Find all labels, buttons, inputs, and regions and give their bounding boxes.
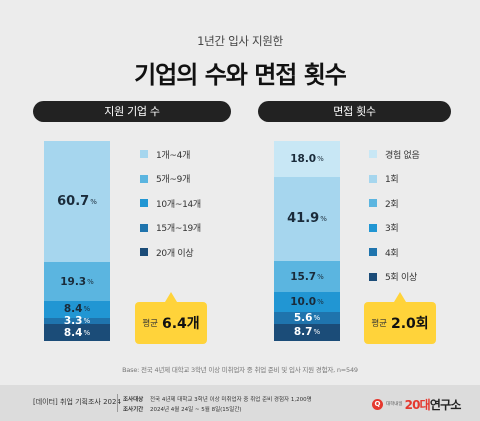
callout-arrow-icon: [394, 292, 406, 302]
legend-item: 10개~14개: [140, 197, 201, 210]
legend-label: 1회: [385, 175, 399, 185]
survey-info: 조사대상 전국 4년제 대학교 3학년 이상 미취업자 중 취업 준비 경험자 …: [123, 394, 312, 414]
legend-swatch: [369, 248, 377, 256]
legend-label: 1개~4개: [156, 150, 191, 161]
legend-item: 15개~19개: [140, 222, 201, 234]
average-value: 6.4개: [161, 316, 200, 332]
unit-label: %: [83, 316, 91, 325]
bar-segment: 5.6%: [274, 311, 340, 324]
legend-item: 경험 없음: [369, 148, 420, 161]
legend-label: 3회: [385, 224, 399, 234]
bar-segment: 10.0%: [274, 292, 340, 313]
page-subtitle: 1년간 입사 지원한: [197, 34, 283, 48]
base-note: Base: 전국 4년제 대학교 3학년 이상 미취업자 중 취업 준비 및 입…: [122, 366, 358, 374]
legend-label: 5개~9개: [156, 175, 191, 185]
survey-target-value: 전국 4년제 대학교 3학년 이상 미취업자 중 취업 준비 경험자 1,200…: [150, 397, 312, 403]
bar-segment: 8.4%: [44, 300, 110, 318]
legend-item: 1회: [369, 173, 419, 185]
data-label: 3.3: [63, 314, 83, 327]
legend-swatch: [369, 199, 377, 207]
unit-label: %: [317, 155, 324, 164]
legend-label: 경험 없음: [385, 150, 420, 161]
legend-swatch: [140, 199, 148, 207]
legend-swatch: [140, 150, 148, 158]
data-label: 18.0: [290, 153, 317, 166]
legend-applied-companies: 1개~4개 5개~9개 10개~14개 15개~19개 20개 이상: [140, 148, 201, 271]
callout-arrow-icon: [165, 292, 177, 302]
page-title: 기업의 수와 면접 횟수: [134, 61, 347, 89]
stacked-bar-applied-companies: 60.7% 19.3% 8.4% 3.3% 8.4%: [44, 141, 110, 341]
legend-item: 4회: [369, 246, 419, 259]
bar-segment: 19.3%: [44, 262, 110, 301]
legend-swatch: [369, 150, 377, 158]
bar-segment: 18.0%: [274, 141, 340, 178]
brand-icon: Q: [372, 399, 383, 410]
bar-segment: 60.7%: [44, 141, 110, 263]
average-callout-interviews: 평균 2.0회: [364, 292, 436, 344]
legend-interviews: 경험 없음 1회 2회 3회 4회 5회 이상: [369, 148, 420, 295]
footer-series-label: [데이터] 취업 기획조사 2024: [33, 398, 121, 406]
survey-target-key: 조사대상: [123, 397, 144, 403]
legend-item: 1개~4개: [140, 148, 201, 161]
survey-period-key: 조사기간: [123, 407, 144, 413]
legend-swatch: [140, 248, 148, 256]
legend-item: 20개 이상: [140, 246, 201, 259]
unit-label: %: [83, 305, 91, 314]
brand-mini-label: 대학내일: [386, 402, 403, 407]
legend-swatch: [369, 174, 377, 183]
survey-target-row: 조사대상 전국 4년제 대학교 3학년 이상 미취업자 중 취업 준비 경험자 …: [123, 394, 312, 404]
data-label: 5.6: [293, 311, 313, 324]
legend-swatch: [369, 223, 377, 232]
unit-label: %: [313, 328, 321, 337]
survey-period-row: 조사기간 2024년 4월 24일 ~ 5월 8일(15일간): [123, 404, 312, 414]
data-label: 8.4: [63, 303, 83, 316]
data-label: 10.0: [290, 296, 317, 309]
bar-segment: 8.4%: [44, 324, 110, 341]
legend-item: 5회 이상: [369, 271, 419, 283]
data-label: 15.7: [290, 270, 317, 283]
unit-label: %: [313, 313, 321, 322]
unit-label: %: [83, 328, 91, 337]
chart-title-interviews: 면접 횟수: [258, 101, 451, 122]
average-value: 2.0회: [390, 316, 429, 332]
legend-item: 5개~9개: [140, 173, 201, 185]
legend-item: 3회: [369, 222, 419, 234]
unit-label: %: [320, 214, 327, 223]
data-label: 60.7: [57, 194, 90, 210]
legend-label: 20개 이상: [156, 248, 194, 259]
unit-label: %: [317, 272, 324, 281]
stacked-bar-interviews: 18.0% 41.9% 15.7% 10.0% 5.6% 8.7%: [274, 141, 340, 341]
legend-swatch: [369, 272, 377, 281]
footer-divider: [117, 394, 118, 412]
unit-label: %: [87, 277, 94, 286]
legend-swatch: [140, 174, 148, 183]
legend-label: 2회: [385, 199, 399, 210]
brand-name-red: 20대: [404, 398, 431, 412]
brand-name-dark: 연구소: [429, 398, 462, 412]
bar-segment: 41.9%: [274, 177, 340, 261]
average-callout-applied-companies: 평균 6.4개: [135, 292, 207, 344]
data-label: 8.7: [293, 326, 313, 339]
unit-label: %: [317, 298, 324, 307]
footer: [데이터] 취업 기획조사 2024 조사대상 전국 4년제 대학교 3학년 이…: [0, 385, 480, 421]
bar-segment: 8.7%: [274, 323, 340, 341]
chart-title-applied-companies: 지원 기업 수: [33, 101, 231, 122]
average-label: 평균: [371, 319, 387, 329]
data-label: 41.9: [287, 211, 320, 227]
bar-segment: 3.3%: [44, 314, 110, 327]
legend-label: 5회 이상: [385, 273, 417, 283]
bar-segment: 15.7%: [274, 260, 340, 293]
legend-swatch: [140, 223, 148, 232]
legend-label: 15개~19개: [156, 224, 201, 234]
data-label: 19.3: [60, 275, 87, 288]
brand-logo: Q 대학내일 20대 연구소: [372, 396, 461, 413]
survey-period-value: 2024년 4월 24일 ~ 5월 8일(15일간): [150, 407, 242, 413]
legend-label: 10개~14개: [156, 199, 201, 210]
average-label: 평균: [142, 319, 158, 329]
unit-label: %: [90, 197, 97, 206]
data-label: 8.4: [63, 326, 83, 339]
legend-item: 2회: [369, 197, 419, 210]
legend-label: 4회: [385, 248, 399, 259]
